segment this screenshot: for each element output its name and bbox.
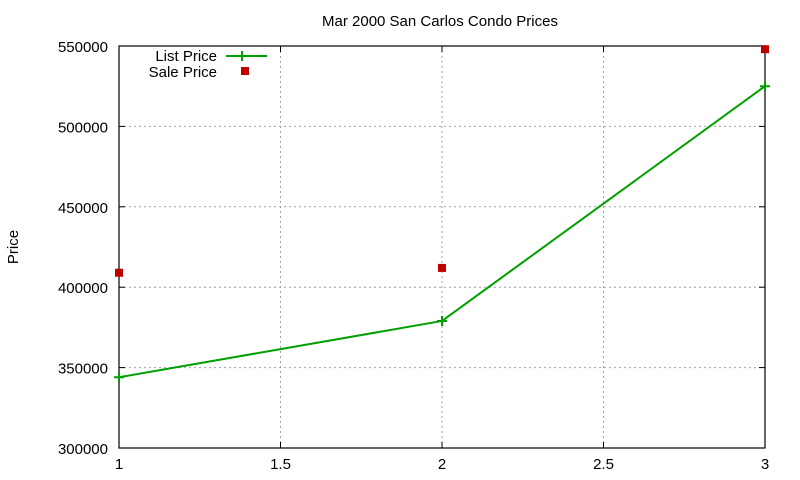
y-axis-label: Price — [5, 230, 22, 264]
x-tick-label: 2 — [438, 456, 446, 473]
list-price-point — [760, 81, 770, 92]
y-tick-label: 500000 — [58, 119, 108, 136]
legend-label-sale-price: Sale Price — [149, 64, 217, 81]
legend-label-list-price: List Price — [155, 48, 217, 65]
axis-ticks: 300000 350000 400000 450000 500000 550000 1 1.5… — [58, 39, 769, 473]
chart-title: Mar 2000 San Carlos Condo Prices — [322, 13, 558, 30]
x-tick-label: 2.5 — [593, 456, 614, 473]
y-tick-label: 300000 — [58, 441, 108, 458]
y-tick-label: 400000 — [58, 280, 108, 297]
list-price-point — [437, 315, 447, 326]
sale-price-point — [115, 268, 123, 277]
grid-lines — [118, 45, 766, 449]
x-tick-label: 1.5 — [270, 456, 291, 473]
y-tick-label: 450000 — [58, 200, 108, 217]
sale-price-point — [438, 263, 446, 272]
x-tick-label: 1 — [115, 456, 123, 473]
x-tick-label: 3 — [761, 456, 769, 473]
sale-price-point — [761, 45, 769, 54]
square-marker-icon — [241, 67, 249, 75]
y-tick-label: 550000 — [58, 39, 108, 56]
y-tick-label: 350000 — [58, 361, 108, 378]
plus-marker-icon — [237, 51, 247, 61]
list-price-point — [114, 372, 124, 383]
legend: List Price Sale Price — [149, 48, 267, 81]
data-series — [114, 45, 770, 383]
